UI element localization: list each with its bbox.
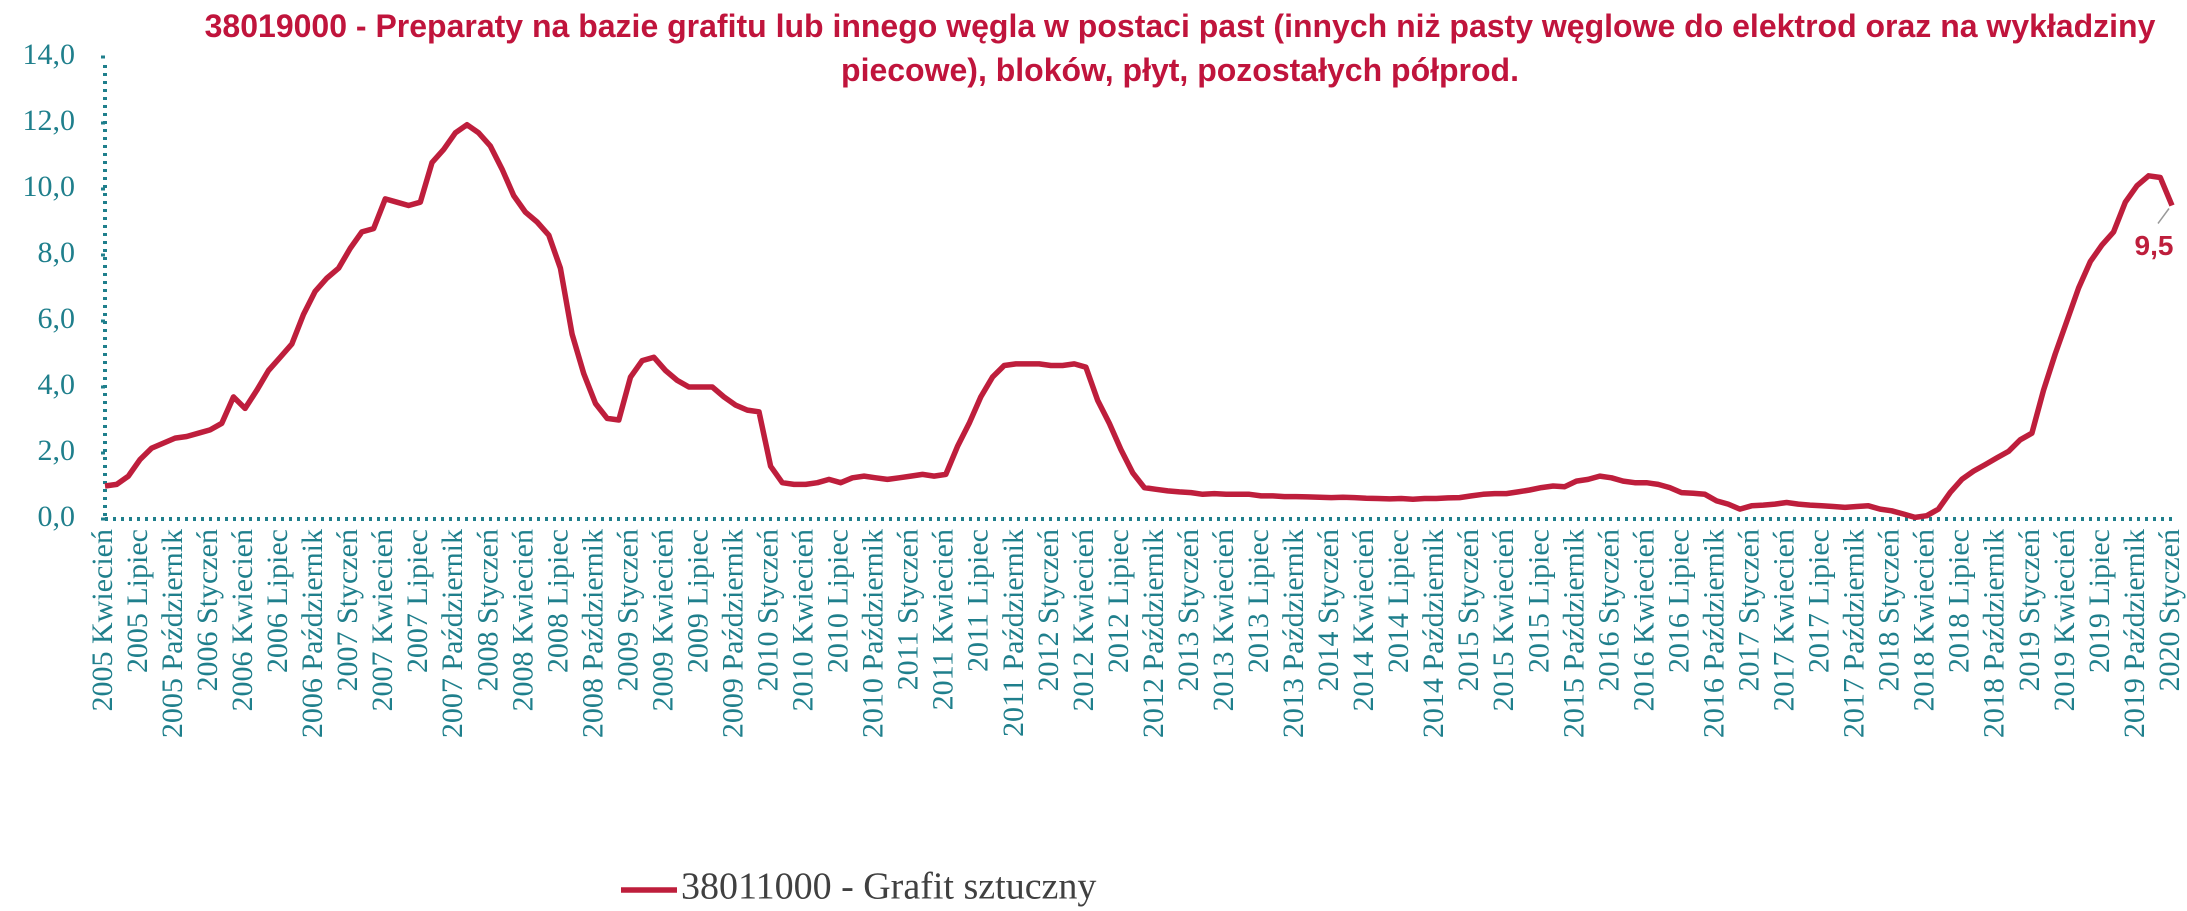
x-tick-label: 2007 Lipiec — [401, 529, 434, 673]
x-tick-label: 2009 Październik — [717, 529, 750, 738]
x-tick-label: 2005 Lipiec — [121, 529, 154, 673]
x-tick-label: 2018 Październik — [1978, 529, 2011, 738]
y-tick-label: 0,0 — [38, 500, 76, 533]
x-tick-label: 2014 Kwiecień — [1347, 529, 1380, 711]
x-tick-label: 2015 Październik — [1557, 529, 1590, 738]
x-tick-label: 2019 Kwiecień — [2048, 529, 2081, 711]
x-tick-label: 2016 Kwiecień — [1627, 529, 1660, 711]
x-tick-label: 2010 Kwiecień — [787, 529, 820, 711]
x-tick-label: 2011 Październik — [997, 529, 1030, 737]
x-tick-label: 2013 Lipiec — [1242, 529, 1275, 673]
y-tick-label: 6,0 — [38, 302, 76, 335]
x-tick-label: 2019 Lipiec — [2083, 529, 2116, 673]
series-line — [104, 121, 2175, 521]
x-tick-label: 2015 Styczeń — [1452, 529, 1485, 691]
x-tick-label: 2013 Styczeń — [1172, 529, 1205, 691]
x-tick-label: 2017 Październik — [1838, 529, 1871, 738]
x-tick-label: 2018 Lipiec — [1943, 529, 1976, 673]
x-tick-label: 2010 Lipiec — [822, 529, 855, 673]
y-tick-label: 14,0 — [23, 38, 76, 71]
x-tick-label: 2015 Lipiec — [1522, 529, 1555, 673]
x-tick-label: 2019 Styczeń — [2013, 529, 2046, 691]
x-tick-label: 2016 Styczeń — [1592, 529, 1625, 691]
x-tick-label: 2012 Październik — [1137, 529, 1170, 738]
x-tick-label: 2018 Kwiecień — [1908, 529, 1941, 711]
x-tick-label: 2012 Lipiec — [1102, 529, 1135, 673]
x-tick-label: 2009 Styczeń — [611, 529, 644, 691]
x-tick-label: 2008 Październik — [576, 529, 609, 738]
x-tick-label: 2009 Kwiecień — [646, 529, 679, 711]
y-tick-label: 10,0 — [23, 170, 76, 203]
y-tick-label: 4,0 — [38, 368, 76, 401]
x-tick-label: 2011 Kwiecień — [927, 529, 960, 710]
x-tick-label: 2009 Lipiec — [681, 529, 714, 673]
x-tick-label: 2010 Październik — [857, 529, 890, 738]
x-tick-label: 2005 Październik — [156, 529, 189, 738]
x-tick-label: 2017 Lipiec — [1803, 529, 1836, 673]
x-tick-label: 2014 Styczeń — [1312, 529, 1345, 691]
x-tick-label: 2014 Październik — [1417, 529, 1450, 738]
x-tick-label: 2005 Kwiecień — [86, 529, 119, 711]
x-tick-label: 2013 Kwiecień — [1207, 529, 1240, 711]
legend-label: 38011000 - Grafit sztuczny — [681, 866, 1096, 908]
x-tick-label: 2011 Styczeń — [892, 529, 925, 690]
x-tick-label: 2018 Styczeń — [1873, 529, 1906, 691]
x-tick-label: 2007 Styczeń — [331, 529, 364, 691]
x-tick-label: 2006 Październik — [296, 529, 329, 738]
x-tick-label: 2020 Styczeń — [2153, 529, 2186, 691]
x-tick-label: 2013 Październik — [1277, 529, 1310, 738]
x-tick-label: 2011 Lipiec — [962, 529, 995, 672]
y-tick-label: 12,0 — [23, 104, 76, 137]
x-tick-label: 2007 Kwiecień — [366, 529, 399, 711]
leader-line — [2157, 208, 2170, 224]
y-tick-label: 8,0 — [38, 236, 76, 269]
x-tick-label: 2014 Lipiec — [1382, 529, 1415, 673]
x-tick-label: 2008 Styczeń — [471, 529, 504, 691]
x-tick-label: 2008 Kwiecień — [506, 529, 539, 711]
x-tick-label: 2016 Lipiec — [1662, 529, 1695, 673]
x-tick-label: 2006 Styczeń — [191, 529, 224, 691]
x-tick-label: 2015 Kwiecień — [1487, 529, 1520, 711]
x-tick-label: 2016 Październik — [1697, 529, 1730, 738]
chart-title: 38019000 - Preparaty na bazie grafitu lu… — [204, 8, 2156, 88]
x-tick-label: 2019 Październik — [2118, 529, 2151, 738]
x-tick-label: 2017 Kwiecień — [1768, 529, 1801, 711]
y-tick-label: 2,0 — [38, 434, 76, 467]
x-tick-label: 2017 Styczeń — [1732, 529, 1765, 691]
x-tick-label: 2012 Styczeń — [1032, 529, 1065, 691]
x-tick-label: 2006 Kwiecień — [226, 529, 259, 711]
data-label: 9,5 — [2135, 230, 2174, 261]
x-tick-label: 2010 Styczeń — [752, 529, 785, 691]
x-tick-label: 2008 Lipiec — [541, 529, 574, 673]
x-tick-label: 2006 Lipiec — [261, 529, 294, 673]
x-tick-label: 2012 Kwiecień — [1067, 529, 1100, 711]
x-tick-label: 2007 Październik — [436, 529, 469, 738]
